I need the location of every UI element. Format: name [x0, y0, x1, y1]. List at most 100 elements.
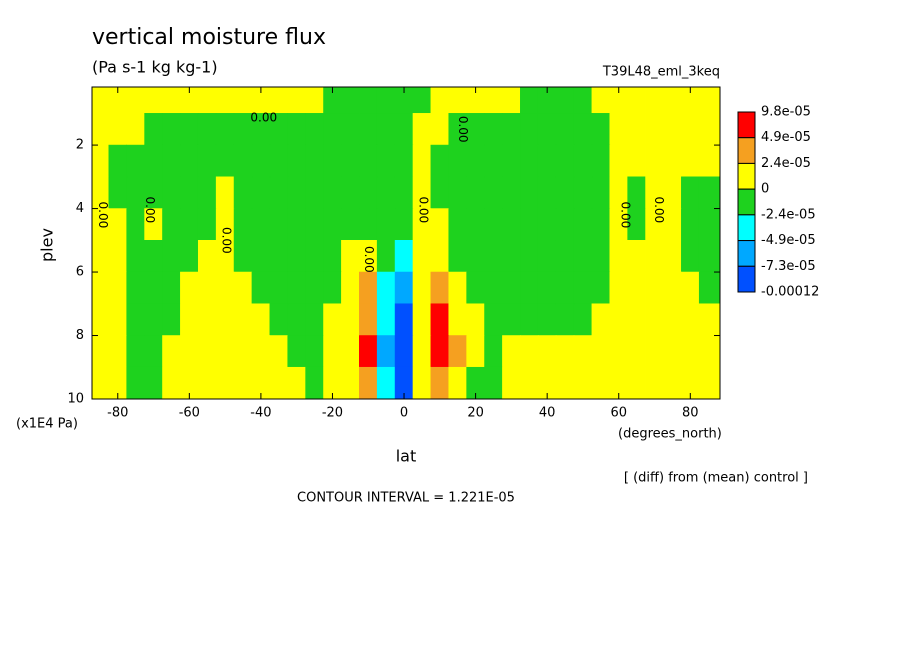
y-tick-label: 6	[76, 265, 84, 280]
field-cell	[251, 176, 271, 209]
field-cell	[520, 176, 539, 209]
contour-label: 0.00	[96, 202, 110, 229]
field-cell	[555, 366, 575, 400]
field-cell	[91, 240, 110, 273]
field-cell	[197, 240, 217, 273]
field-cell	[323, 208, 342, 241]
field-cell	[466, 208, 485, 241]
field-cell	[484, 113, 503, 146]
field-cell	[341, 335, 360, 368]
field-cell	[394, 176, 414, 209]
colorbar-label: -4.9e-05	[761, 233, 816, 248]
field-cell	[520, 366, 539, 400]
field-cell	[215, 113, 235, 146]
field-cell	[359, 86, 378, 114]
field-cell	[484, 271, 503, 305]
field-cell	[448, 335, 467, 368]
field-cell	[484, 144, 503, 178]
field-cell	[573, 335, 593, 368]
field-cell	[233, 240, 253, 273]
field-cell	[126, 144, 145, 178]
field-cell	[287, 86, 306, 114]
field-cell	[91, 86, 110, 114]
field-cell	[520, 208, 539, 241]
field-cell	[663, 303, 682, 336]
field-cell	[520, 271, 539, 305]
field-cell	[197, 176, 217, 209]
field-cell	[502, 86, 521, 114]
field-cell	[448, 176, 467, 209]
field-cell	[197, 366, 217, 400]
field-cell	[681, 144, 700, 178]
field-cell	[144, 240, 163, 273]
field-cell	[126, 86, 145, 114]
field-cell	[430, 208, 450, 241]
field-cell	[269, 144, 289, 178]
field-cell	[287, 113, 306, 146]
field-cell	[412, 86, 432, 114]
field-cell	[215, 271, 235, 305]
field-cell	[645, 240, 664, 273]
field-cell	[91, 335, 110, 368]
field-cell	[555, 271, 575, 305]
y-units: (x1E4 Pa)	[16, 417, 78, 432]
field-cell	[502, 366, 521, 400]
field-cell	[341, 240, 360, 273]
contour-label: 0.00	[250, 111, 277, 125]
field-cell	[215, 303, 235, 336]
y-tick-label: 2	[76, 138, 84, 153]
field-cell	[269, 208, 289, 241]
field-cell	[502, 240, 521, 273]
field-cell	[663, 335, 682, 368]
field-cell	[430, 240, 450, 273]
y-axis-label: plev	[38, 228, 57, 262]
x-tick-label: 60	[610, 406, 627, 421]
field-cell	[233, 113, 253, 146]
contour-label: 0.00	[416, 196, 430, 223]
field-cell	[144, 271, 163, 305]
field-cell	[197, 303, 217, 336]
field-cell	[555, 208, 575, 241]
run-label: T39L48_eml_3keq	[602, 65, 720, 80]
field-cell	[430, 366, 450, 400]
field-cell	[520, 86, 539, 114]
field-cell	[591, 144, 611, 178]
field-cell	[448, 303, 467, 336]
field-cell	[520, 113, 539, 146]
field-cell	[305, 86, 324, 114]
field-cell	[448, 271, 467, 305]
colorbar-label: -2.4e-05	[761, 207, 816, 222]
field-cell	[269, 240, 289, 273]
field-cell	[126, 303, 145, 336]
field-cell	[341, 113, 360, 146]
field-cell	[91, 113, 110, 146]
x-tick-label: -40	[250, 406, 271, 421]
field-cell	[573, 86, 593, 114]
field-cell	[376, 144, 396, 178]
field-cell	[180, 208, 199, 241]
field-cell	[180, 176, 199, 209]
field-cell	[126, 176, 145, 209]
field-cell	[180, 240, 199, 273]
field-cell	[537, 144, 557, 178]
field-cell	[430, 86, 450, 114]
field-cell	[466, 144, 485, 178]
field-cell	[359, 366, 378, 400]
field-cell	[180, 113, 199, 146]
field-cell	[591, 240, 611, 273]
field-cell	[215, 335, 235, 368]
field-cell	[698, 86, 721, 114]
field-cell	[484, 335, 503, 368]
note: [ (diff) from (mean) control ]	[624, 471, 808, 486]
field-cell	[698, 303, 721, 336]
field-cell	[287, 240, 306, 273]
field-cell	[305, 366, 324, 400]
field-cell	[305, 271, 324, 305]
field-cell	[269, 176, 289, 209]
field-cell	[108, 271, 128, 305]
field-cell	[269, 271, 289, 305]
colorbar-label: 0	[761, 182, 769, 197]
field-cell	[555, 176, 575, 209]
field-cell	[233, 271, 253, 305]
